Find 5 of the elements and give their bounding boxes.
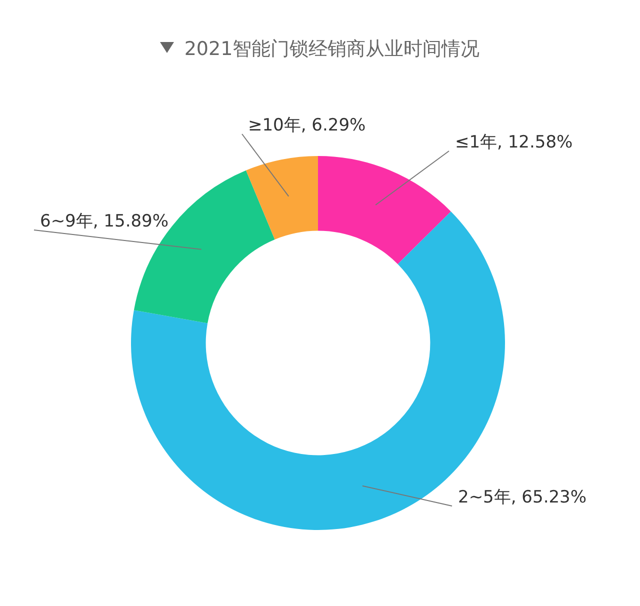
slice-label: 6~9年, 15.89% [40,211,169,232]
slice-label: 2~5年, 65.23% [458,487,587,508]
slice-label: ≤1年, 12.58% [455,132,573,152]
chart-title: 2021智能门锁经销商从业时间情况 [184,38,480,60]
slice-label: ≥10年, 6.29% [248,115,366,136]
